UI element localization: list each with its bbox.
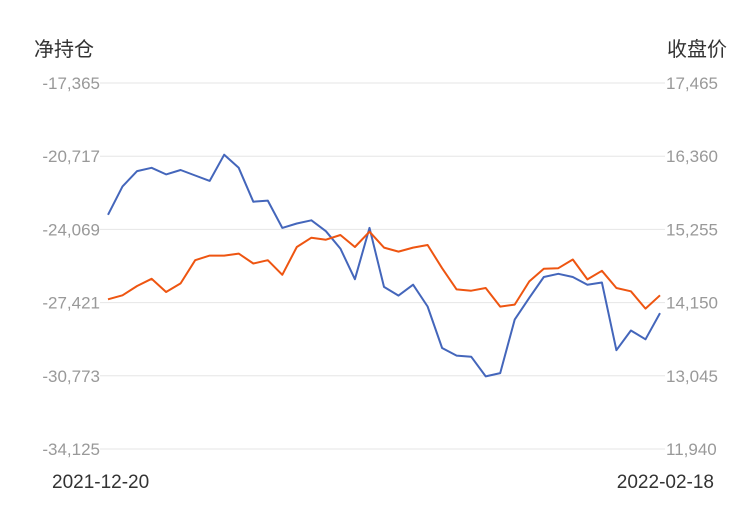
left-tick-label: -27,421 (42, 294, 100, 313)
x-label-start: 2021-12-20 (52, 472, 149, 493)
right-axis-title: 收盘价 (667, 37, 727, 61)
series-line-net-position (107, 153, 661, 378)
left-tick-label: -20,717 (42, 147, 100, 166)
right-tick-label: 15,255 (666, 220, 718, 239)
right-tick-label: 16,360 (666, 147, 718, 166)
left-axis-title: 净持仓 (34, 37, 94, 61)
series-lines (107, 153, 661, 378)
grid-lines (100, 82, 665, 450)
right-tick-label: 14,150 (666, 294, 718, 313)
left-tick-label: -30,773 (42, 367, 100, 386)
left-tick-label: -24,069 (42, 220, 100, 239)
right-axis-ticks: 17,465 16,360 15,255 14,150 13,045 11,940 (666, 74, 718, 459)
right-tick-label: 11,940 (666, 440, 717, 459)
right-tick-label: 13,045 (666, 367, 718, 386)
right-tick-label: 17,465 (666, 74, 718, 93)
x-label-end: 2022-02-18 (617, 472, 714, 493)
series-line-close-price (107, 230, 661, 310)
left-tick-label: -34,125 (42, 440, 100, 459)
left-axis-ticks: -17,365 -20,717 -24,069 -27,421 -30,773 -34,1… (42, 74, 100, 459)
left-tick-label: -17,365 (42, 74, 100, 93)
